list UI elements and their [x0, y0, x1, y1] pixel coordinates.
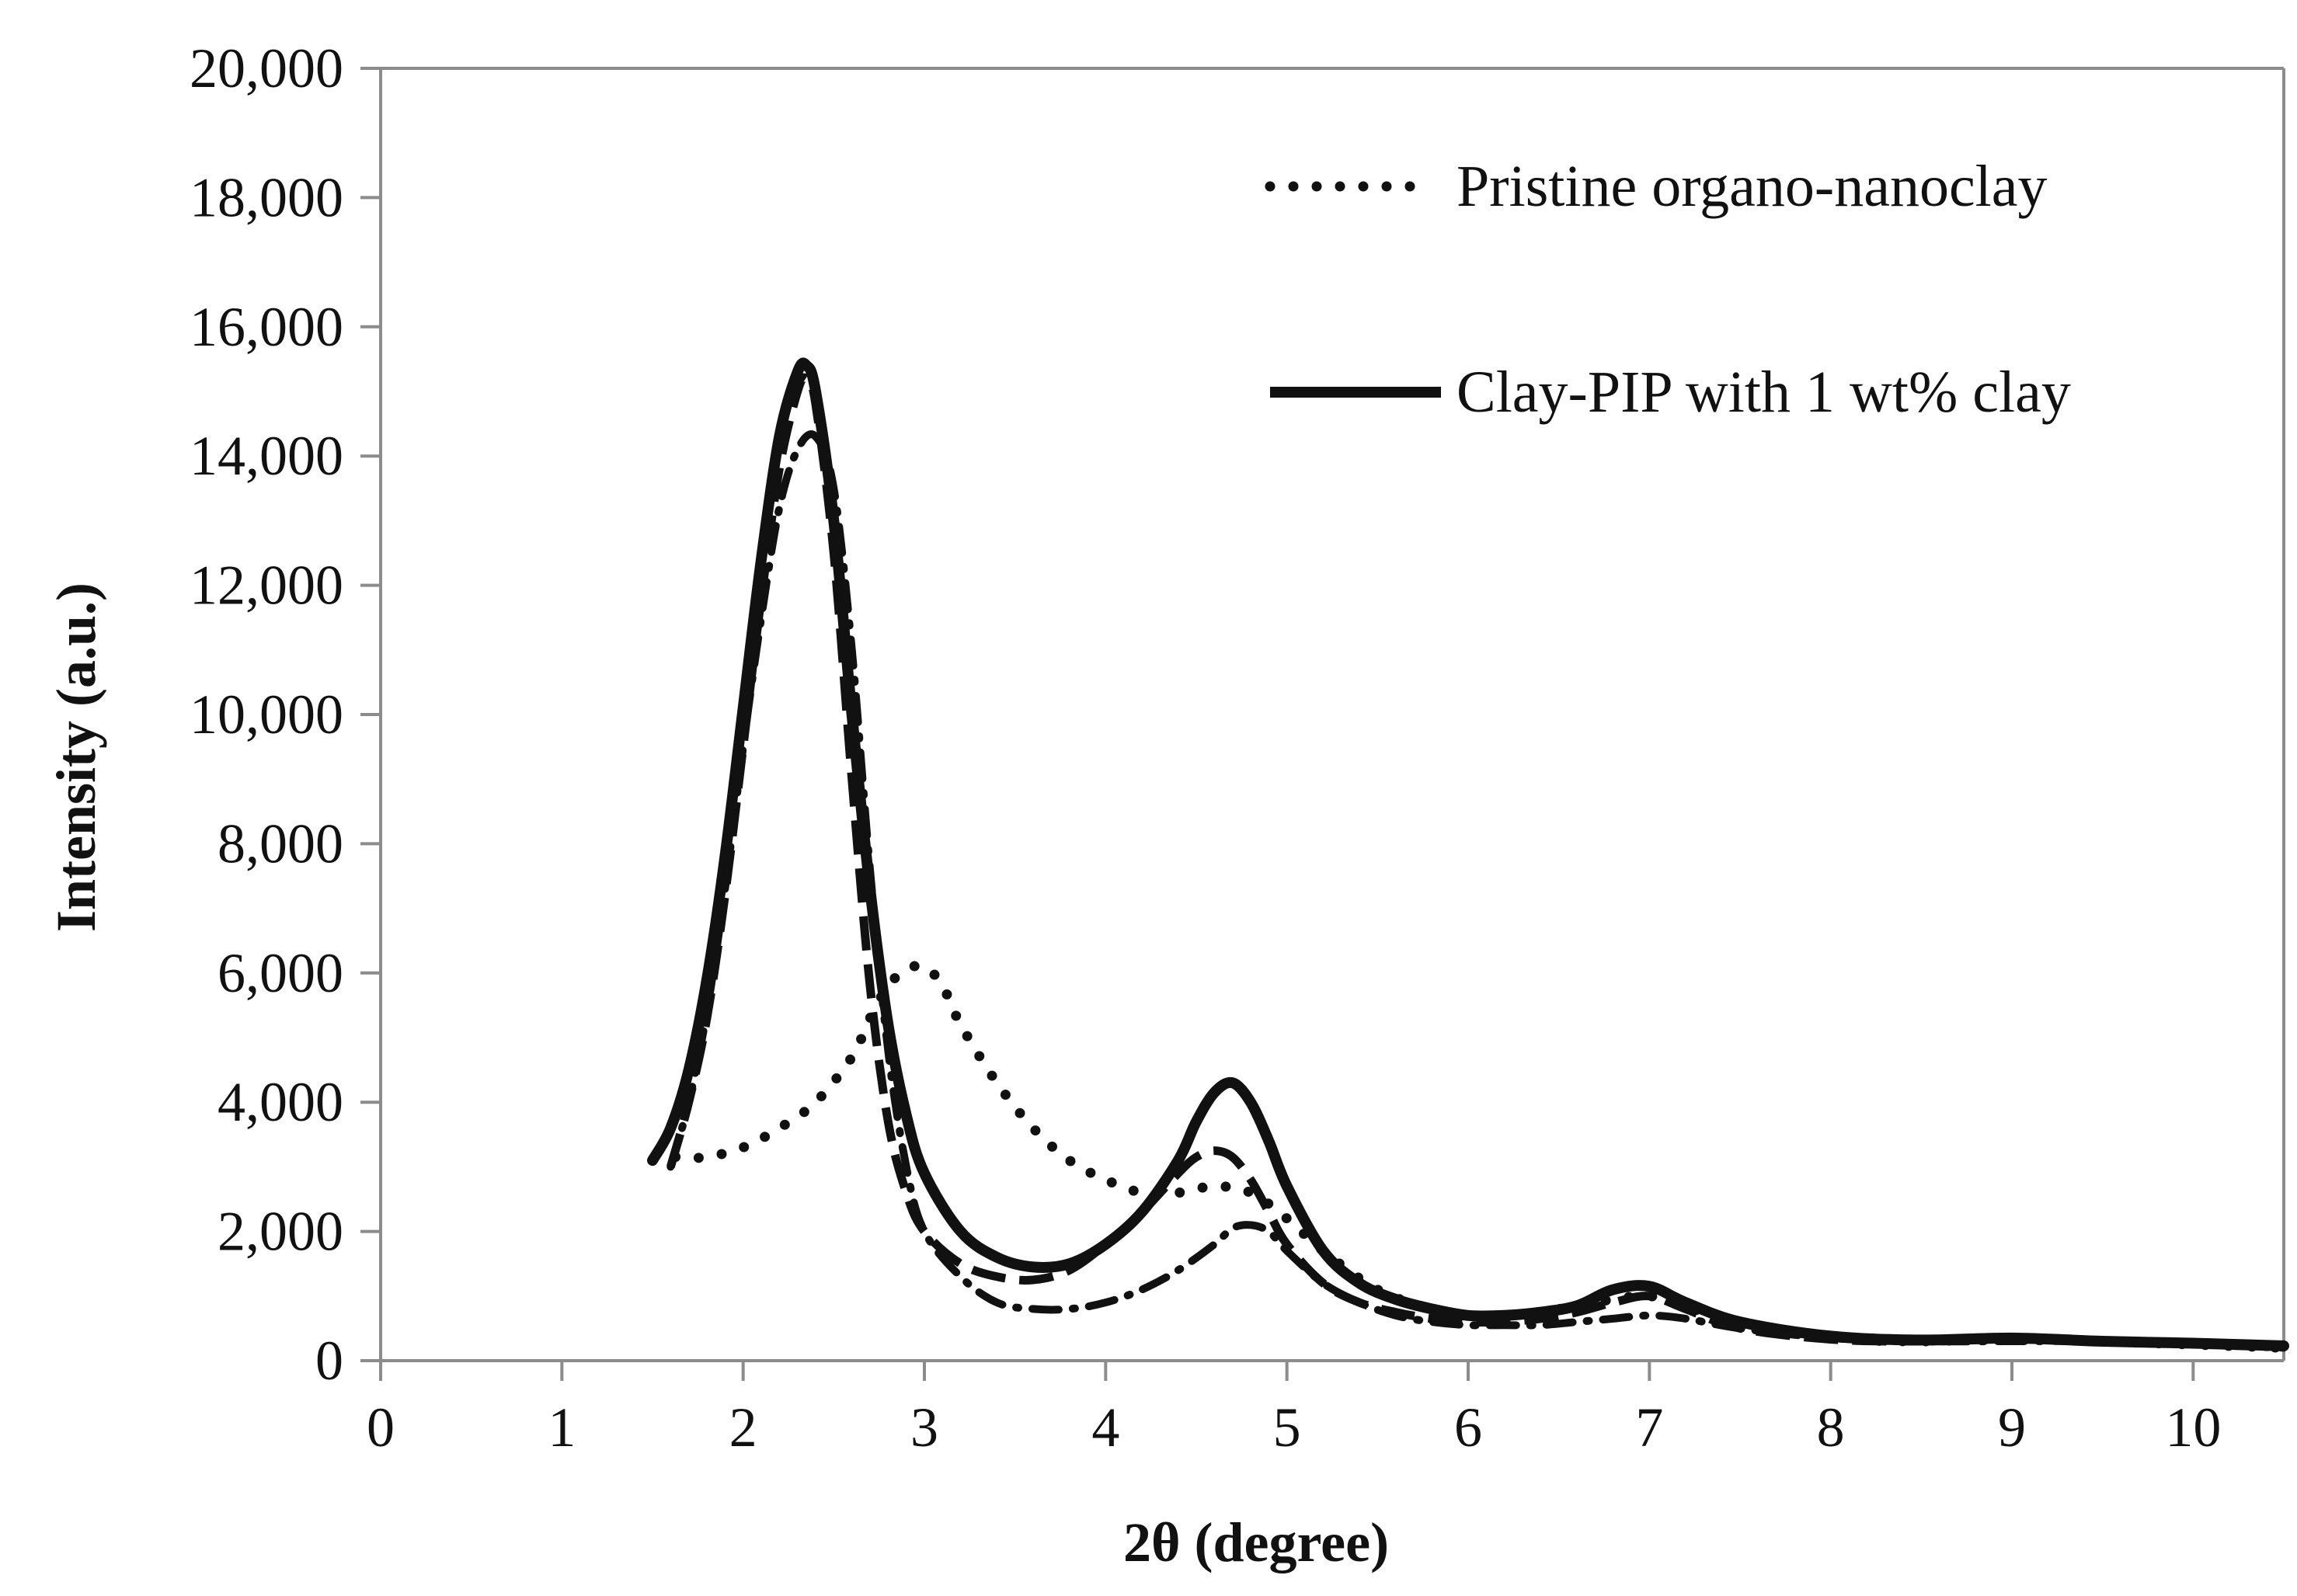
- x-tick-label: 9: [1998, 1396, 2026, 1459]
- y-axis: 0 2,000 4,000 6,000 8,000 10,000 12,000 14,000 1…: [190, 37, 381, 1392]
- series-line-dash-dot: [666, 430, 2288, 1352]
- x-tick-label: 1: [548, 1396, 576, 1459]
- y-tick-label: 20,000: [190, 37, 343, 99]
- series-line-long-dash: [666, 373, 2285, 1351]
- x-axis: 0 1 2 3 4 5 6 7 8 9 10: [367, 1361, 2221, 1459]
- legend-label-clay-pip: Clay-PIP with 1 wt% clay: [1457, 360, 2071, 425]
- y-tick-label: 8,000: [218, 812, 343, 874]
- y-tick-label: 4,000: [218, 1071, 343, 1133]
- legend: Pristine organo-nanoclay Clay-PIP with 1…: [1265, 154, 2071, 425]
- x-tick-label: 2: [729, 1396, 757, 1459]
- series-line-dotted: [647, 960, 2289, 1353]
- x-tick-label: 7: [1635, 1396, 1663, 1459]
- legend-label-pristine: Pristine organo-nanoclay: [1457, 154, 2048, 219]
- y-tick-label: 0: [315, 1330, 343, 1392]
- x-tick-label: 4: [1091, 1396, 1119, 1459]
- y-tick-label: 10,000: [190, 683, 343, 746]
- x-tick-label: 0: [367, 1396, 395, 1459]
- y-tick-label: 18,000: [190, 166, 343, 228]
- y-axis-title: Intensity (a.u.): [45, 582, 107, 932]
- x-axis-title: 2θ (degree): [1123, 1511, 1389, 1573]
- series-layer: [647, 357, 2289, 1353]
- x-tick-label: 10: [2165, 1396, 2221, 1459]
- y-tick-label: 6,000: [218, 942, 343, 1004]
- y-tick-label: 2,000: [218, 1201, 343, 1263]
- x-tick-label: 3: [910, 1396, 938, 1459]
- y-tick-label: 14,000: [190, 425, 343, 487]
- x-tick-label: 6: [1454, 1396, 1482, 1459]
- x-tick-label: 5: [1273, 1396, 1301, 1459]
- y-tick-label: 16,000: [190, 296, 343, 358]
- x-tick-label: 8: [1817, 1396, 1845, 1459]
- y-tick-label: 12,000: [190, 555, 343, 617]
